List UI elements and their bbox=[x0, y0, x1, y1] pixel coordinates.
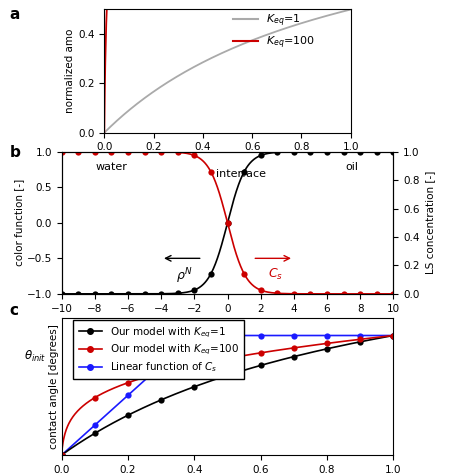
Text: $\theta_{init}$: $\theta_{init}$ bbox=[24, 348, 46, 364]
Text: c: c bbox=[9, 303, 18, 319]
X-axis label: LS concentration [-]: LS concentration [-] bbox=[172, 158, 283, 168]
Y-axis label: normalized amo: normalized amo bbox=[65, 29, 75, 113]
Y-axis label: LS concentration [-]: LS concentration [-] bbox=[425, 171, 435, 274]
Text: $C_s$: $C_s$ bbox=[268, 267, 283, 282]
Text: $\rho^N$: $\rho^N$ bbox=[176, 267, 193, 286]
Y-axis label: contact angle [degrees]: contact angle [degrees] bbox=[49, 324, 59, 449]
Legend: $K_{eq}$=1, $K_{eq}$=100: $K_{eq}$=1, $K_{eq}$=100 bbox=[233, 13, 316, 51]
Text: oil: oil bbox=[346, 162, 358, 173]
Text: water: water bbox=[95, 162, 128, 173]
Text: b: b bbox=[9, 145, 20, 160]
Legend: Our model with $K_{eq}$=1, Our model with $K_{eq}$=100, Linear function of $C_s$: Our model with $K_{eq}$=1, Our model wit… bbox=[73, 320, 244, 379]
Text: a: a bbox=[9, 7, 20, 22]
Y-axis label: color function [-]: color function [-] bbox=[14, 179, 24, 266]
Text: interface: interface bbox=[216, 169, 266, 180]
